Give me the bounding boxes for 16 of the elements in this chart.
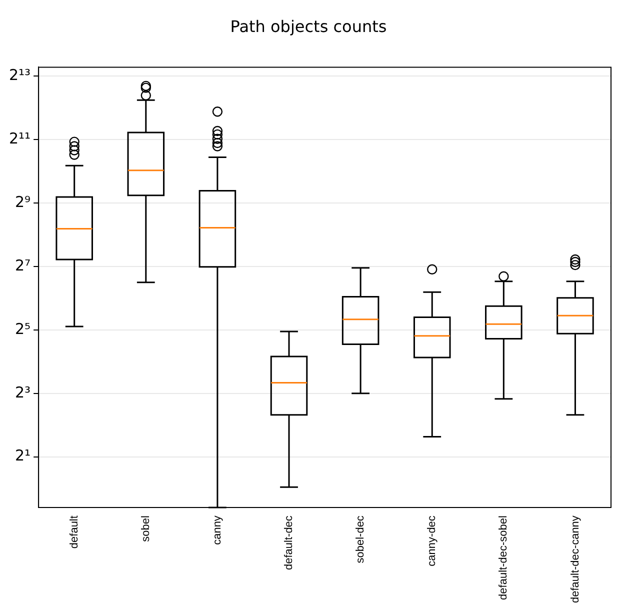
y-tick-label: 2⁵ <box>15 320 31 338</box>
x-tick-label: default-dec-sobel <box>498 516 510 600</box>
y-tick-label: 2³ <box>15 383 31 402</box>
x-tick-label: default-dec <box>283 515 296 570</box>
chart-title: Path objects counts <box>230 16 387 36</box>
y-tick-label: 2⁷ <box>15 256 31 274</box>
y-tick-label: 2⁹ <box>15 192 31 211</box>
x-tick-label: sobel-dec <box>354 515 367 564</box>
x-tick-label: canny-dec <box>426 515 438 566</box>
x-tick-label: default <box>68 516 80 549</box>
y-tick-label: 2¹ <box>15 446 31 465</box>
y-tick-label: 2¹¹ <box>8 129 31 148</box>
x-tick-label: canny <box>211 515 224 545</box>
x-tick-label: default-dec-canny <box>569 515 582 604</box>
y-tick-label: 2¹³ <box>8 66 31 84</box>
x-tick-label: sobel <box>140 516 152 542</box>
